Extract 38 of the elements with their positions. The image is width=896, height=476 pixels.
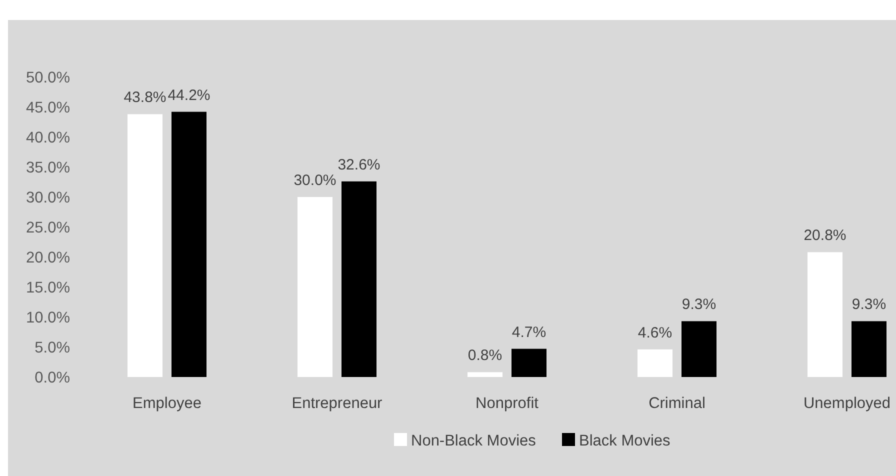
- y-tick-label: 45.0%: [26, 99, 70, 116]
- text: 9.3%: [852, 296, 886, 314]
- bar: [512, 348, 546, 377]
- y-tick-label: 0.0%: [34, 369, 70, 386]
- bar: [808, 252, 842, 377]
- bar: [468, 372, 502, 377]
- bar: [298, 197, 332, 377]
- text: 32.6%: [338, 156, 380, 174]
- text: 44.2%: [168, 86, 210, 104]
- bar: [638, 349, 672, 377]
- x-tick-label: Entrepreneur: [292, 395, 382, 412]
- bar: [682, 321, 716, 377]
- y-tick-label: 20.0%: [26, 249, 70, 266]
- x-tick-label: Employee: [132, 395, 202, 412]
- text: 9.3%: [682, 296, 716, 314]
- text: 20.8%: [804, 227, 846, 244]
- bar: [852, 321, 886, 377]
- x-tick-label: Unemployed: [803, 395, 891, 412]
- x-tick-label: Nonprofit: [476, 395, 540, 412]
- text: 30.0%: [294, 172, 336, 189]
- y-tick-label: 15.0%: [26, 279, 70, 296]
- text: 4.6%: [638, 324, 672, 342]
- bar: [172, 112, 206, 377]
- y-tick-label: 25.0%: [26, 219, 70, 236]
- text: 43.8%: [124, 89, 166, 106]
- legend-label: Non-Black Movies: [411, 432, 536, 450]
- y-tick-label: 35.0%: [26, 159, 70, 176]
- y-tick-label: 10.0%: [26, 309, 70, 326]
- y-tick-label: 30.0%: [26, 189, 70, 206]
- bar: [342, 181, 376, 377]
- x-tick-label: Criminal: [648, 395, 706, 412]
- legend-label: Black Movies: [579, 432, 671, 450]
- y-tick-label: 50.0%: [26, 69, 70, 86]
- bar: [128, 114, 162, 377]
- y-tick-label: 40.0%: [26, 129, 70, 146]
- y-tick-label: 5.0%: [34, 339, 70, 356]
- text: 0.8%: [468, 347, 502, 364]
- text: 4.7%: [512, 324, 546, 341]
